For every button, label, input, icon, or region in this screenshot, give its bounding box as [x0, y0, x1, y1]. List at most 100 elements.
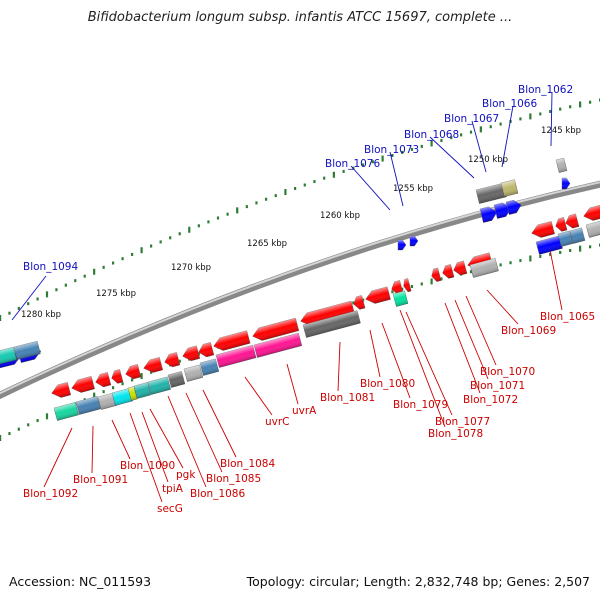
gene-reverse[interactable] [167, 371, 186, 388]
gene-label-forward: Blon_1068 [404, 129, 459, 141]
scale-tick-outer [479, 126, 482, 133]
gene-reverse[interactable] [585, 220, 600, 238]
gene-label-reverse: Blon_1070 [480, 366, 535, 378]
gene-reverse[interactable] [163, 352, 181, 368]
leader-line [202, 389, 237, 458]
scale-tick-inner [93, 392, 96, 399]
leader-line [549, 249, 563, 311]
scale-tick-inner [440, 277, 443, 281]
leader-line [389, 151, 404, 207]
gene-forward[interactable] [0, 346, 17, 365]
scale-tick-outer [381, 155, 384, 162]
leader-line [141, 411, 169, 483]
scale-tick-outer [36, 297, 39, 301]
gene-forward[interactable] [13, 340, 41, 360]
gene-reverse[interactable] [392, 290, 409, 307]
scale-tick-inner [45, 413, 49, 420]
gene-label-reverse: uvrA [292, 405, 317, 417]
gene-reverse[interactable] [50, 382, 71, 399]
gene-reverse[interactable] [441, 264, 455, 279]
leader-line [501, 105, 514, 168]
gene-reverse[interactable] [215, 344, 257, 368]
gene-reverse[interactable] [110, 369, 124, 384]
gene-reverse[interactable] [97, 392, 118, 410]
gene-reverse[interactable] [390, 280, 404, 295]
gene-label-reverse: secG [157, 503, 183, 515]
scale-tick-inner [410, 285, 414, 289]
leader-line [399, 309, 446, 428]
scale-tick-inner [352, 301, 355, 305]
leader-line [185, 392, 223, 473]
scale-tick-outer [197, 224, 200, 228]
gene-reverse[interactable] [212, 330, 251, 353]
scale-tick-inner [0, 435, 2, 441]
scale-tick-outer [460, 133, 463, 137]
scale-tick-outer [74, 279, 77, 283]
gene-label-reverse: Blon_1065 [540, 311, 595, 323]
gene-reverse[interactable] [75, 396, 101, 415]
scale-tick-outer [121, 257, 124, 261]
scale-label: 1245 kbp [541, 126, 581, 136]
gene-reverse[interactable] [452, 260, 468, 277]
scale-label: 1265 kbp [247, 239, 287, 249]
gene-reverse[interactable] [70, 376, 95, 394]
leader-line [550, 91, 553, 147]
gene-reverse[interactable] [535, 235, 563, 255]
gene-reverse[interactable] [124, 364, 142, 380]
gene-forward[interactable] [493, 201, 513, 219]
scale-tick-outer [188, 226, 191, 233]
leader-line [11, 275, 47, 321]
scale-tick-outer [589, 100, 592, 104]
gene-forward[interactable] [475, 182, 507, 204]
gene-reverse[interactable] [133, 382, 152, 399]
gene-reverse[interactable] [530, 221, 555, 239]
gene-forward[interactable] [397, 239, 407, 251]
scale-tick-inner [150, 370, 153, 374]
scale-tick-outer [27, 302, 30, 306]
leader-line [286, 363, 299, 405]
gene-forward[interactable] [505, 199, 523, 215]
gene-forward[interactable] [479, 205, 499, 223]
gene-label-reverse: pgk [176, 469, 196, 481]
gene-reverse[interactable] [199, 358, 220, 376]
gene-label-reverse: Blon_1077 [435, 416, 490, 428]
gene-features[interactable] [0, 157, 600, 421]
gene-reverse[interactable] [554, 217, 568, 232]
gene-reverse[interactable] [569, 227, 586, 244]
gene-reverse[interactable] [181, 345, 201, 363]
scale-tick-outer [313, 180, 316, 184]
leader-line [381, 322, 411, 399]
gene-reverse[interactable] [251, 317, 300, 342]
gene-forward[interactable] [500, 179, 519, 197]
gene-reverse[interactable] [197, 342, 215, 358]
gene-forward[interactable] [555, 157, 568, 173]
gene-reverse[interactable] [364, 286, 391, 306]
gene-reverse[interactable] [430, 267, 442, 283]
gene-label-reverse: Blon_1072 [463, 394, 518, 406]
gene-reverse[interactable] [94, 372, 112, 388]
gene-reverse[interactable] [183, 364, 204, 382]
gene-reverse[interactable] [582, 204, 600, 222]
gene-reverse[interactable] [352, 295, 366, 310]
scale-tick-outer [55, 288, 58, 292]
gene-reverse[interactable] [402, 278, 412, 293]
gene-forward[interactable] [409, 235, 419, 247]
gene-reverse[interactable] [302, 310, 361, 338]
gene-reverse[interactable] [53, 402, 79, 421]
gene-reverse[interactable] [469, 258, 499, 278]
gene-reverse[interactable] [147, 376, 171, 395]
gene-reverse[interactable] [253, 332, 303, 358]
scale-tick-outer [112, 261, 115, 265]
leader-line [429, 136, 475, 179]
gene-reverse[interactable] [564, 213, 580, 230]
scale-tick-outer [323, 176, 326, 180]
gene-label-reverse: Blon_1069 [501, 325, 556, 337]
gene-reverse[interactable] [142, 357, 163, 374]
scale-tick-outer [569, 105, 572, 109]
gene-reverse[interactable] [557, 230, 574, 247]
scale-tick-outer [265, 197, 268, 201]
gene-forward[interactable] [561, 177, 571, 190]
scale-tick-inner [549, 252, 552, 256]
gene-reverse[interactable] [127, 386, 138, 401]
